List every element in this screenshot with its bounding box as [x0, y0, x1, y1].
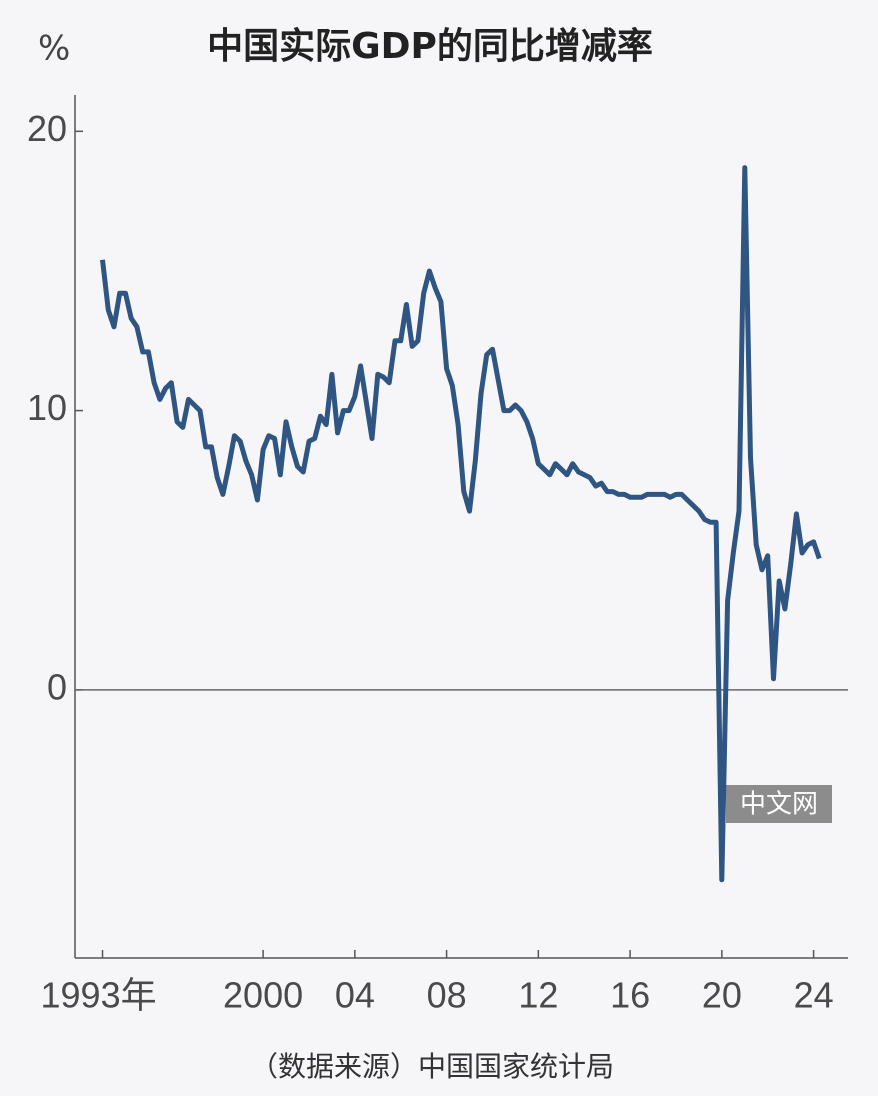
x-tick-label: 2000 — [223, 975, 303, 1016]
x-tick-label: 1993年 — [41, 975, 157, 1016]
x-tick-label: 12 — [518, 975, 558, 1016]
watermark-box — [726, 785, 832, 823]
y-tick-label: 10 — [27, 387, 67, 428]
source-note: （数据来源）中国国家统计局 — [250, 1050, 614, 1083]
x-tick-label: 08 — [427, 975, 467, 1016]
watermark: 中文网 — [740, 790, 818, 820]
chart-title: 中国实际GDP的同比增减率 — [207, 26, 653, 67]
y-unit: % — [38, 29, 70, 69]
y-tick-label: 20 — [27, 108, 67, 149]
x-tick-label: 04 — [335, 975, 375, 1016]
y-tick-label: 0 — [47, 666, 67, 707]
x-tick-label: 20 — [702, 975, 742, 1016]
x-tick-label: 24 — [794, 975, 834, 1016]
data-line — [100, 165, 822, 883]
x-tick-label: 16 — [610, 975, 650, 1016]
